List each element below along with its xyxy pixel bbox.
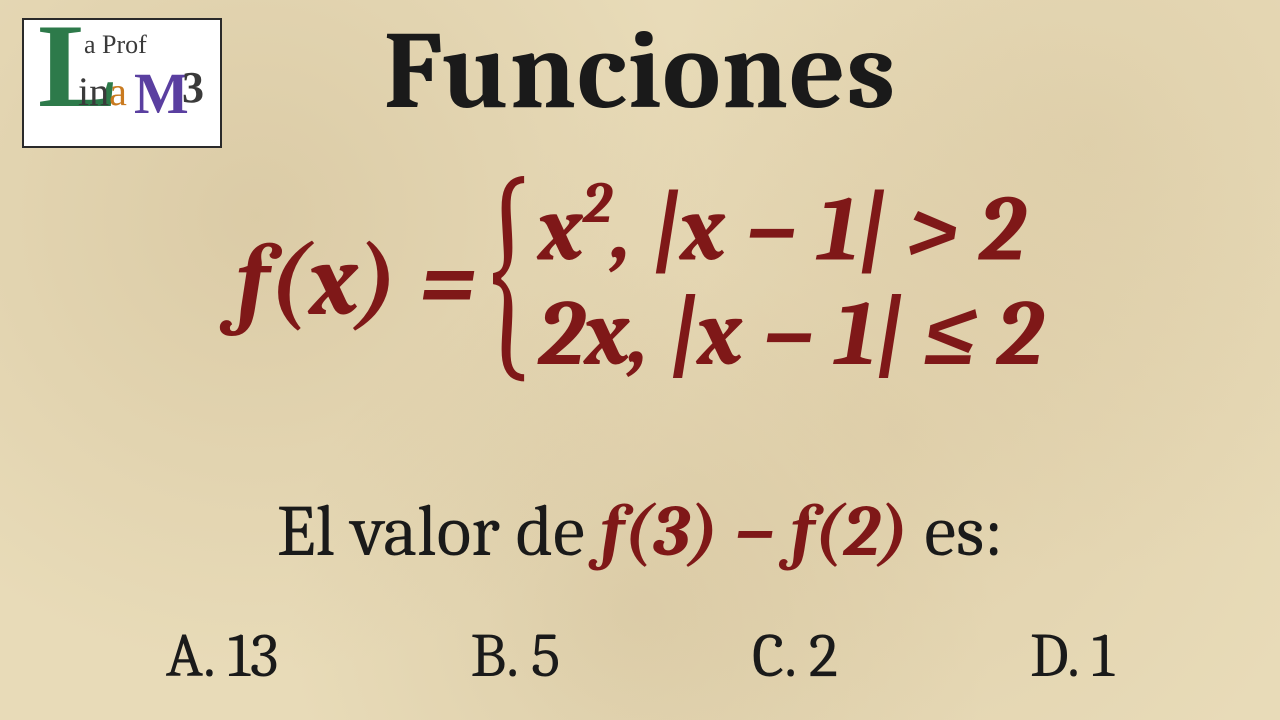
function-lhs: f(x) = xyxy=(237,224,477,339)
question-prefix: El valor de xyxy=(277,490,601,573)
option-d[interactable]: D. 1 xyxy=(1030,620,1114,692)
slide-title: Funciones xyxy=(0,8,1280,135)
question-text: El valor de f(3) − f(2) es: xyxy=(0,490,1280,573)
question-math: f(3) − f(2) xyxy=(601,490,909,573)
option-c[interactable]: C. 2 xyxy=(752,620,838,692)
option-a[interactable]: A. 13 xyxy=(166,620,279,692)
option-b[interactable]: B. 5 xyxy=(470,620,560,692)
left-brace: { xyxy=(490,193,530,369)
function-cases: x2, |x − 1| > 2 2x, |x − 1| ≤ 2 xyxy=(538,180,1043,383)
answer-options: A. 13 B. 5 C. 2 D. 1 xyxy=(0,620,1280,692)
question-suffix: es: xyxy=(908,490,1003,573)
case-1: x2, |x − 1| > 2 xyxy=(538,180,1043,278)
case-2: 2x, |x − 1| ≤ 2 xyxy=(538,286,1043,383)
piecewise-function: f(x) = { x2, |x − 1| > 2 2x, |x − 1| ≤ 2 xyxy=(50,180,1230,383)
